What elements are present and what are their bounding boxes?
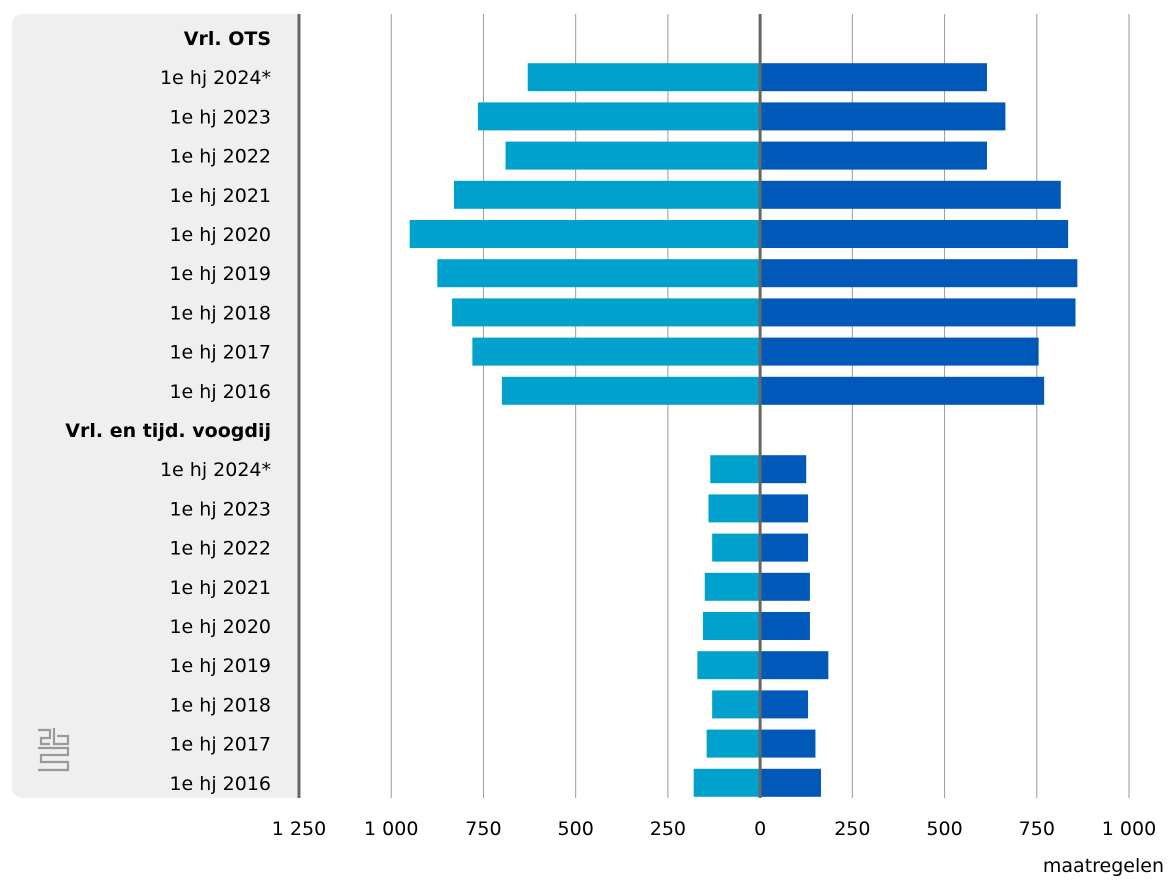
row-label: 1e hj 2020 (169, 224, 271, 246)
bar-left (472, 337, 761, 366)
bar-right (760, 259, 1078, 288)
bar-right (760, 141, 987, 170)
bar-right (760, 651, 829, 680)
bar-left (409, 220, 761, 248)
bar-left (501, 376, 761, 405)
row-label: 1e hj 2024* (160, 459, 271, 481)
bar-right (760, 455, 807, 484)
bar-right (760, 494, 809, 523)
group-header: Vrl. OTS (184, 28, 271, 50)
row-label: 1e hj 2023 (169, 106, 271, 128)
row-label: 1e hj 2022 (169, 538, 271, 560)
bar-right (760, 768, 821, 797)
bar-left (708, 494, 761, 523)
row-label: 1e hj 2019 (169, 263, 271, 285)
row-label: 1e hj 2019 (169, 655, 271, 677)
x-tick-label: 500 (558, 818, 594, 840)
bar-left (704, 572, 761, 601)
bar-left (505, 141, 761, 170)
bar-left (697, 651, 761, 680)
bar-right (760, 533, 809, 562)
bar-right (760, 729, 816, 758)
axes (297, 14, 762, 798)
row-label: 1e hj 2023 (169, 498, 271, 520)
row-label: 1e hj 2021 (169, 577, 271, 599)
row-label: 1e hj 2020 (169, 616, 271, 638)
group-header: Vrl. en tijd. voogdij (65, 420, 271, 442)
x-tick-label: 250 (650, 818, 686, 840)
bar-right (760, 690, 809, 719)
x-tick-label: 1 250 (272, 818, 326, 840)
x-unit-label: maatregelen (1043, 855, 1164, 876)
x-tick-label: 500 (926, 818, 962, 840)
row-label: 1e hj 2018 (169, 694, 271, 716)
bar-left (477, 102, 761, 131)
row-label: 1e hj 2016 (169, 773, 271, 795)
bar-left (712, 690, 761, 719)
bars (409, 63, 1078, 797)
x-tick-label: 0 (754, 818, 766, 840)
category-labels: Vrl. OTS 1e hj 2024* 1e hj 2023 1e hj 2022 1… (65, 28, 271, 795)
x-tick-label: 250 (834, 818, 870, 840)
bar-left (527, 63, 761, 92)
bar-left (453, 180, 761, 209)
bar-right (760, 298, 1076, 327)
row-label: 1e hj 2017 (169, 342, 271, 364)
x-tick-label: 750 (1019, 818, 1055, 840)
row-label: 1e hj 2018 (169, 302, 271, 324)
row-label: 1e hj 2016 (169, 381, 271, 403)
bar-left (437, 259, 761, 288)
bar-left (693, 768, 761, 797)
bar-left (452, 298, 761, 327)
bar-left (702, 612, 761, 640)
x-tick-label: 750 (465, 818, 501, 840)
x-tick-labels: 1 250 1 000 750 500 250 0 250 500 750 1 000 (272, 818, 1156, 840)
x-tick-label: 1 000 (1102, 818, 1156, 840)
cbs-logo-icon (38, 728, 70, 772)
bar-left (706, 729, 761, 758)
row-label: 1e hj 2024* (160, 67, 271, 89)
x-tick-label: 1 000 (364, 818, 418, 840)
bar-right (760, 376, 1045, 405)
row-label: 1e hj 2017 (169, 734, 271, 756)
bar-left (712, 533, 761, 562)
bar-right (760, 63, 987, 92)
bar-left (710, 455, 761, 484)
row-label: 1e hj 2022 (169, 146, 271, 168)
bar-right (760, 180, 1061, 209)
bar-right (760, 102, 1006, 131)
bar-right (760, 612, 810, 640)
bar-right (760, 572, 810, 601)
bar-right (760, 220, 1069, 248)
bar-right (760, 337, 1039, 366)
row-label: 1e hj 2021 (169, 185, 271, 207)
